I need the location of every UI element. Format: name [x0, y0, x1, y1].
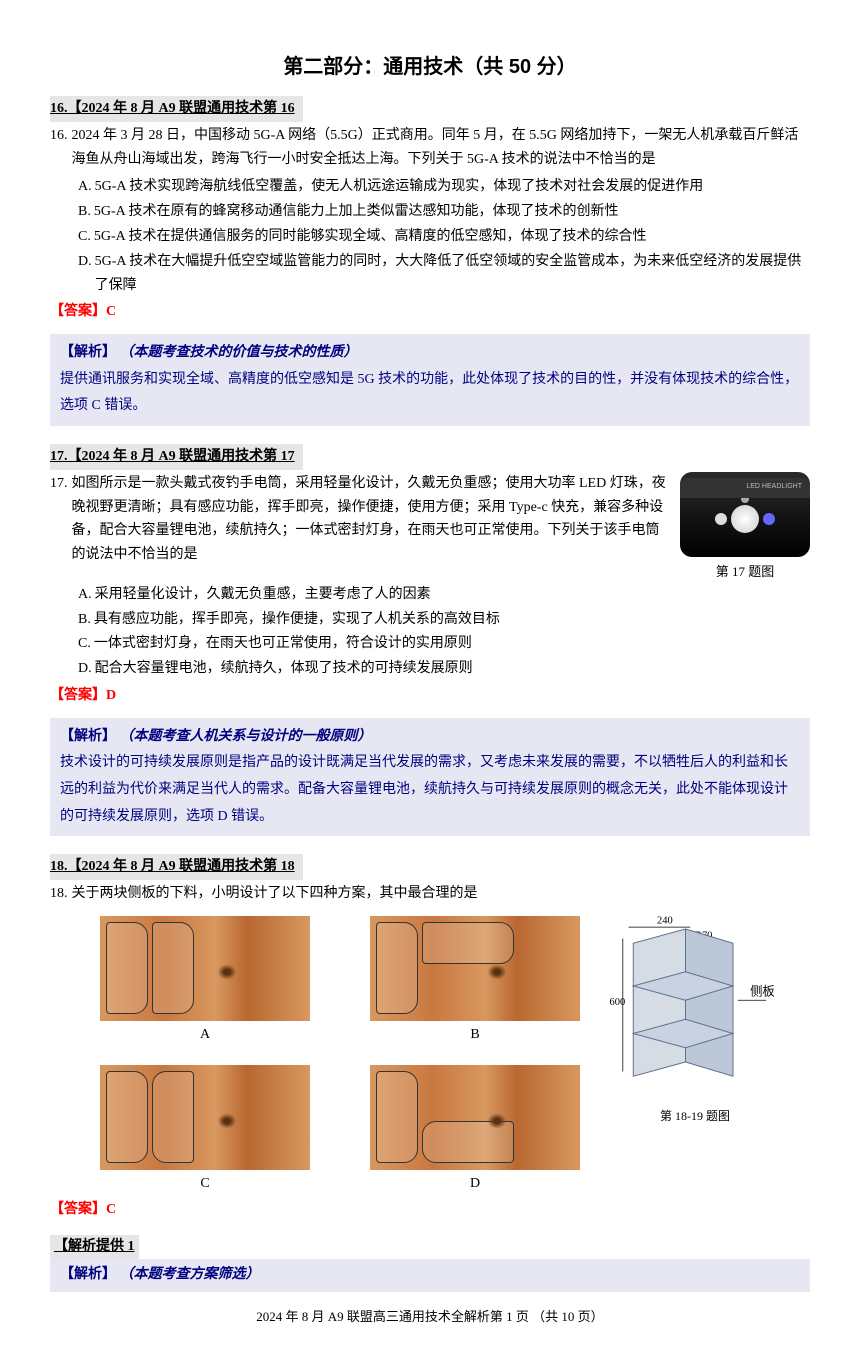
q16-opt-b: 5G-A 技术在原有的蜂窝移动通信能力上加上类似雷达感知功能，体现了技术的创新性 — [94, 200, 810, 224]
opt-letter: B. — [78, 608, 91, 632]
q18-header: 18.【2024 年 8 月 A9 联盟通用技术第 18 — [50, 854, 303, 880]
q18-options-grid: A B C D — [50, 916, 580, 1196]
shelf-diagram: 240 R70 600 侧板 第 18-19 题图 — [600, 910, 790, 1127]
q17-opt-d: 配合大容量锂电池，续航持久，体现了技术的可持续发展原则 — [95, 657, 810, 681]
page-footer: 2024 年 8 月 A9 联盟高三通用技术全解析第 1 页 （共 10 页） — [50, 1306, 810, 1328]
wood-option-c — [100, 1065, 310, 1170]
question-18: 18.【2024 年 8 月 A9 联盟通用技术第 18 18. 关于两块侧板的… — [50, 854, 810, 1291]
analysis-body: 技术设计的可持续发展原则是指产品的设计既满足当代发展的需求，又考虑未来发展的需要… — [60, 755, 788, 823]
q16-header: 16.【2024 年 8 月 A9 联盟通用技术第 16 — [50, 96, 303, 122]
q16-answer: 【答案】C — [50, 300, 810, 324]
q16-opt-a: 5G-A 技术实现跨海航线低空覆盖，使无人机远途运输成为现实，体现了技术对社会发… — [95, 175, 810, 199]
q17-stem: 如图所示是一款头戴式夜钓手电筒，采用轻量化设计，久戴无负重感；使用大功率 LED… — [72, 472, 671, 567]
wood-option-a — [100, 916, 310, 1021]
q16-opt-c: 5G-A 技术在提供通信服务的同时能够实现全域、高精度的低空感知，体现了技术的综… — [94, 225, 810, 249]
opt-label-b: B — [470, 1027, 479, 1042]
wood-option-b — [370, 916, 580, 1021]
headlight-image: LED HEADLIGHT — [680, 472, 810, 557]
opt-letter: B. — [78, 200, 91, 224]
dim-width: 240 — [657, 915, 673, 926]
q17-opt-b: 具有感应功能，挥手即亮，操作便捷，实现了人机关系的高效目标 — [94, 608, 810, 632]
opt-letter: D. — [78, 250, 92, 298]
q17-opt-a: 采用轻量化设计，久戴无负重感，主要考虑了人的因素 — [95, 583, 810, 607]
page-title: 第二部分：通用技术（共 50 分） — [50, 50, 810, 84]
q16-opt-d: 5G-A 技术在大幅提升低空空域监管能力的同时，大大降低了低空领域的安全监管成本… — [95, 250, 810, 298]
opt-label-d: D — [470, 1176, 480, 1191]
analysis-topic: （本题考查技术的价值与技术的性质） — [120, 345, 358, 360]
analysis-label: 【解析】 — [60, 1267, 116, 1282]
analysis-topic: （本题考查人机关系与设计的一般原则） — [120, 729, 372, 744]
q17-number: 17. — [50, 472, 68, 567]
q16-stem: 2024 年 3 月 28 日，中国移动 5G-A 网络（5.5G）正式商用。同… — [72, 124, 811, 172]
q16-number: 16. — [50, 124, 68, 172]
opt-letter: C. — [78, 225, 91, 249]
opt-letter: A. — [78, 175, 92, 199]
q17-img-caption: 第 17 题图 — [716, 564, 775, 579]
opt-letter: A. — [78, 583, 92, 607]
analysis-label: 【解析】 — [60, 345, 116, 360]
question-16: 16.【2024 年 8 月 A9 联盟通用技术第 16 16. 2024 年 … — [50, 96, 810, 426]
q18-number: 18. — [50, 882, 68, 906]
opt-label-a: A — [200, 1027, 210, 1042]
analysis-topic: （本题考查方案筛选） — [120, 1267, 260, 1282]
q17-analysis: 【解析】 （本题考查人机关系与设计的一般原则） 技术设计的可持续发展原则是指产品… — [50, 718, 810, 836]
side-panel-label: 侧板 — [750, 984, 775, 998]
analysis-label: 【解析】 — [60, 729, 116, 744]
question-17: 17.【2024 年 8 月 A9 联盟通用技术第 17 17. 如图所示是一款… — [50, 444, 810, 836]
q18-diagram-caption: 第 18-19 题图 — [600, 1106, 790, 1126]
q18-source: 【解析提供 1 — [50, 1235, 139, 1259]
opt-letter: C. — [78, 632, 91, 656]
q17-header: 17.【2024 年 8 月 A9 联盟通用技术第 17 — [50, 444, 303, 470]
q18-stem: 关于两块侧板的下料，小明设计了以下四种方案，其中最合理的是 — [72, 882, 811, 906]
wood-option-d — [370, 1065, 580, 1170]
q17-answer: 【答案】D — [50, 684, 810, 708]
q18-answer: 【答案】C — [50, 1198, 810, 1222]
opt-letter: D. — [78, 657, 92, 681]
headlight-strap-text: LED HEADLIGHT — [680, 478, 810, 498]
opt-label-c: C — [200, 1176, 209, 1191]
q18-analysis: 【解析】 （本题考查方案筛选） — [50, 1259, 810, 1292]
q16-analysis: 【解析】 （本题考查技术的价值与技术的性质） 提供通讯服务和实现全域、高精度的低… — [50, 334, 810, 426]
q17-opt-c: 一体式密封灯身，在雨天也可正常使用，符合设计的实用原则 — [94, 632, 810, 656]
analysis-body: 提供通讯服务和实现全域、高精度的低空感知是 5G 技术的功能，此处体现了技术的目… — [60, 372, 798, 414]
